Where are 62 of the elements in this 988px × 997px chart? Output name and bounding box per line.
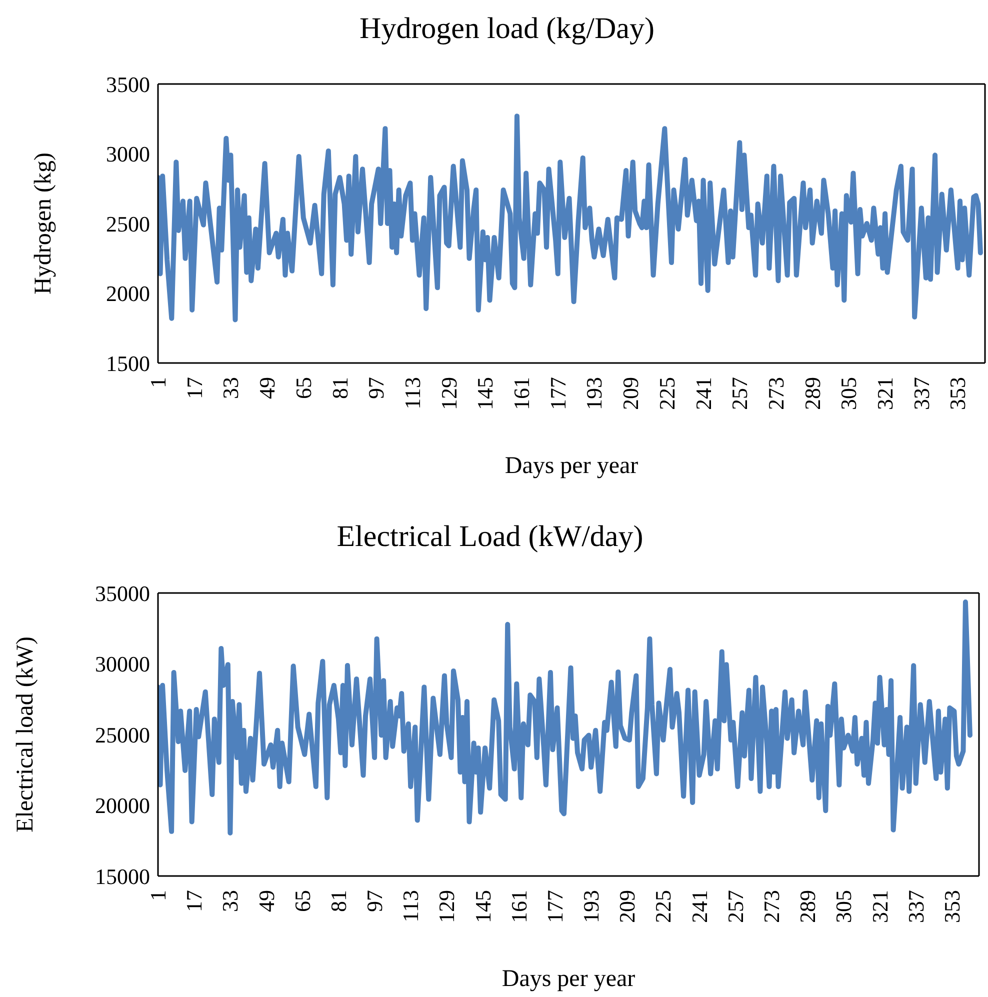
y-tick-label: 3500: [106, 72, 150, 97]
x-tick-label: 145: [472, 377, 498, 410]
x-tick-label: 353: [945, 377, 970, 410]
y-tick-label: 1500: [106, 350, 150, 376]
x-tick-label: 257: [722, 890, 748, 923]
x-tick-label: 129: [434, 890, 460, 923]
x-tick-label: 305: [831, 890, 856, 923]
x-tick-label: 97: [364, 377, 389, 399]
x-tick-label: 17: [182, 377, 207, 399]
y-axis-title: Hydrogen (kg): [30, 152, 57, 294]
x-tick-label: 49: [254, 377, 280, 399]
x-tick-label: 241: [690, 377, 716, 410]
x-tick-label: 321: [872, 377, 898, 410]
x-tick-label: 209: [614, 890, 640, 923]
x-tick-label: 65: [290, 377, 316, 399]
x-tick-label: 17: [182, 890, 207, 912]
x-tick-label: 337: [903, 890, 928, 923]
x-tick-label: 193: [578, 890, 604, 923]
y-tick-label: 3000: [106, 142, 150, 167]
x-tick-label: 353: [939, 890, 964, 923]
y-axis-title: Electrical load (kW): [12, 636, 39, 832]
x-tick-label: 273: [763, 377, 788, 410]
x-tick-label: 225: [650, 890, 676, 923]
x-tick-label: 161: [506, 890, 532, 923]
x-tick-label: 33: [218, 890, 243, 912]
x-tick-label: 49: [254, 890, 279, 912]
chart-title: Electrical Load (kW/day): [336, 520, 644, 554]
x-tick-label: 97: [362, 890, 388, 912]
x-tick-label: 273: [758, 890, 784, 923]
x-tick-label: 177: [545, 377, 570, 410]
y-tick-label: 2500: [106, 211, 150, 236]
x-tick-label: 145: [470, 890, 496, 923]
x-tick-label: 321: [867, 890, 892, 923]
x-tick-label: 81: [327, 377, 352, 399]
x-tick-label: 161: [509, 377, 534, 410]
x-tick-label: 225: [654, 377, 680, 410]
chart-title: Hydrogen load (kg/Day): [358, 12, 656, 46]
x-tick-label: 113: [400, 377, 425, 410]
x-tick-label: 33: [218, 377, 244, 399]
x-tick-label: 337: [908, 377, 934, 410]
x-tick-label: 81: [326, 890, 351, 912]
x-tick-label: 129: [436, 377, 462, 410]
y-tick-label: 35000: [95, 580, 150, 606]
x-axis-title: Days per year: [504, 453, 638, 479]
x-axis-title: Days per year: [502, 966, 636, 992]
y-tick-label: 20000: [95, 793, 150, 818]
x-tick-label: 1: [146, 377, 170, 388]
x-tick-label: 209: [618, 377, 644, 410]
x-tick-label: 241: [686, 890, 712, 923]
x-tick-label: 257: [727, 377, 752, 410]
x-tick-label: 305: [836, 377, 862, 410]
x-tick-label: 1: [146, 890, 170, 901]
x-tick-label: 289: [800, 377, 825, 410]
x-tick-label: 113: [398, 890, 424, 922]
x-tick-label: 289: [795, 890, 820, 923]
x-tick-label: 177: [542, 890, 568, 923]
y-tick-label: 2000: [106, 281, 150, 306]
y-tick-label: 30000: [95, 652, 150, 677]
x-tick-label: 193: [582, 377, 607, 410]
y-tick-label: 15000: [95, 864, 150, 889]
y-tick-label: 25000: [95, 722, 150, 748]
x-tick-label: 65: [290, 890, 315, 912]
